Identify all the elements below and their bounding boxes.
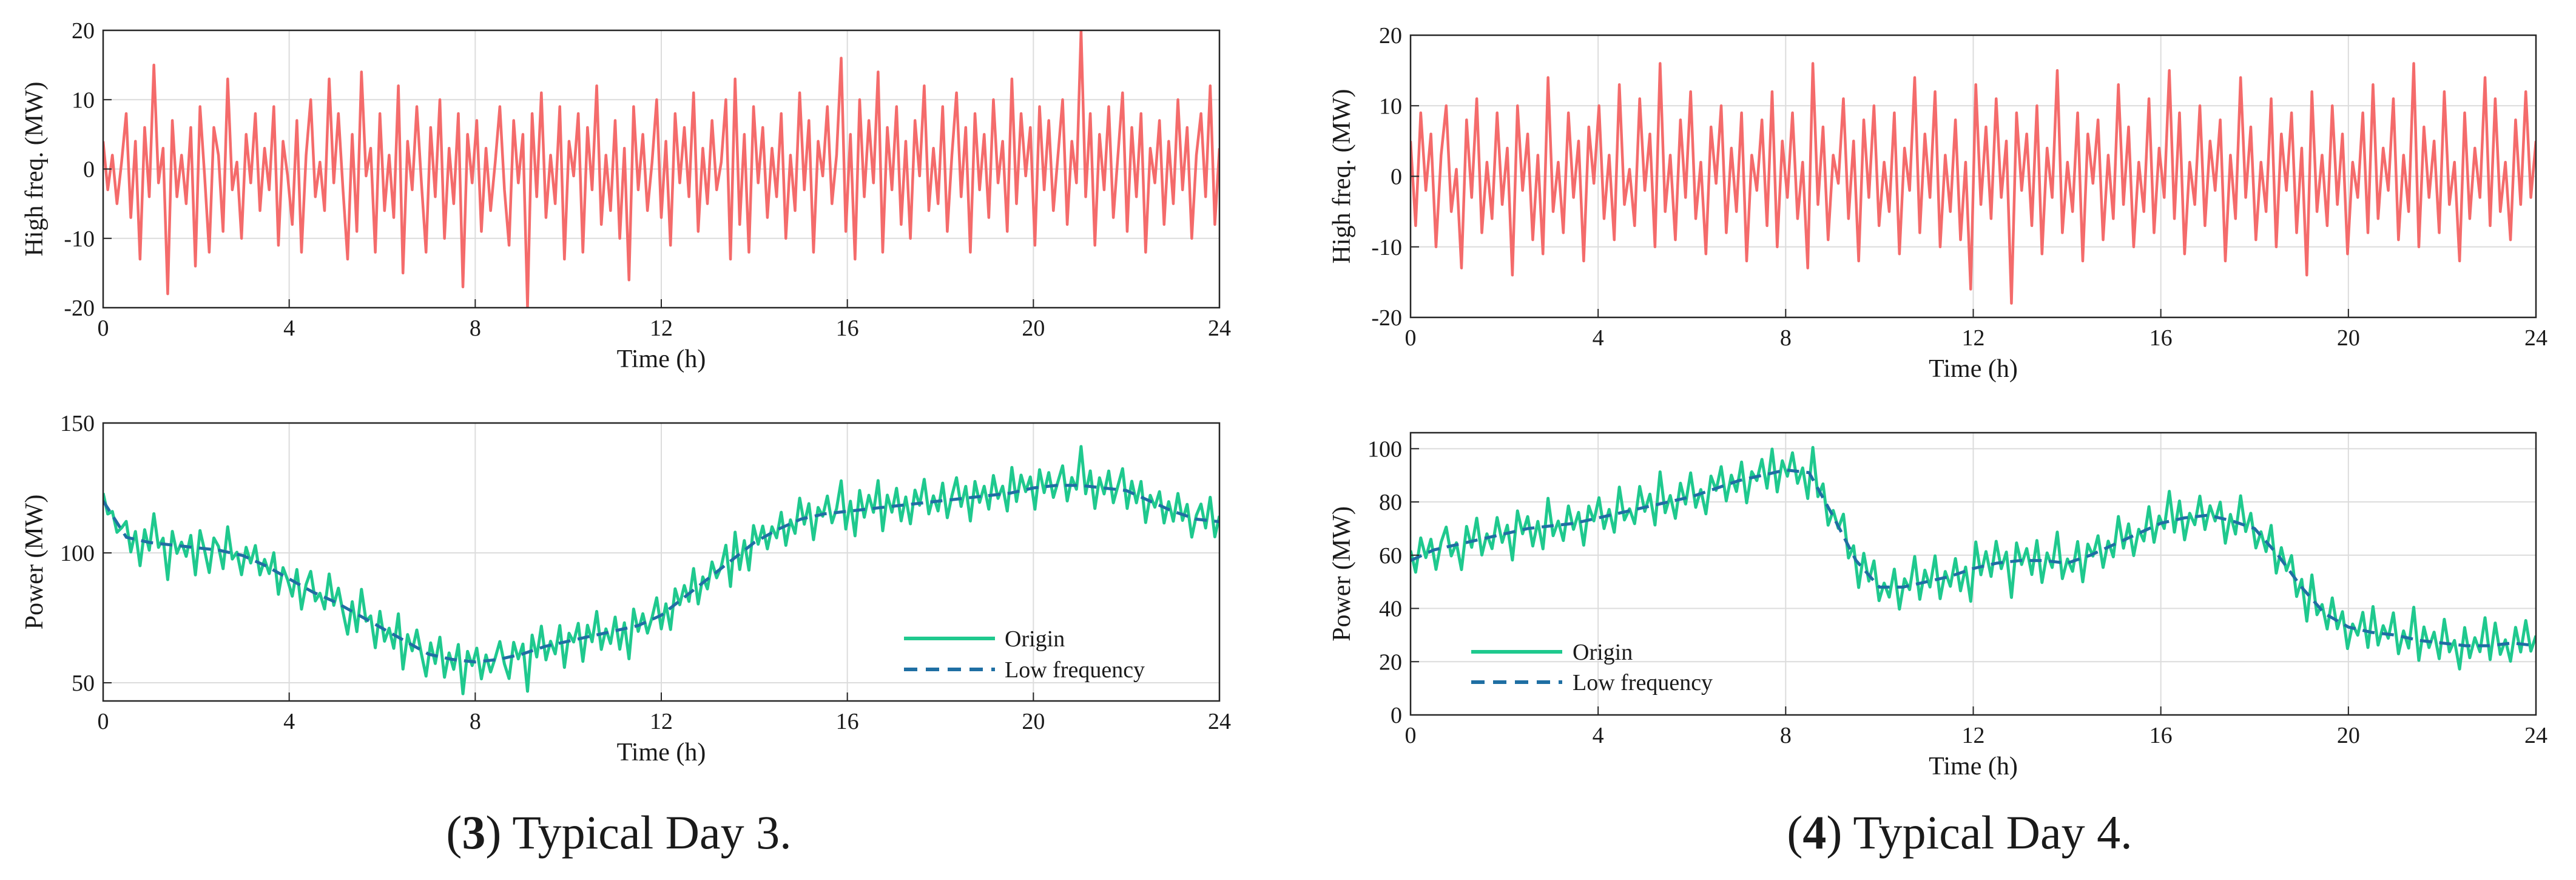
y-axis-label: Power (MW) <box>1328 506 1356 641</box>
y-tick-label: 100 <box>60 541 95 566</box>
x-tick-label: 12 <box>650 316 673 341</box>
y-tick-label: 150 <box>60 411 95 436</box>
x-axis-label: Time (h) <box>617 345 706 373</box>
x-tick-label: 12 <box>1962 723 1985 748</box>
x-tick-label: 16 <box>836 709 859 734</box>
x-tick-label: 8 <box>1780 325 1792 351</box>
y-tick-label: -10 <box>64 226 95 252</box>
y-tick-label: 0 <box>1391 164 1402 190</box>
low-frequency-line <box>1411 468 2536 648</box>
y-tick-label: 10 <box>1379 93 1402 119</box>
x-tick-label: 4 <box>283 709 295 734</box>
day4-high-frequency-chart: 0 4 8 12 16 20 24 -20 -10 0 10 20 Time (h) High freq.… <box>1328 23 2547 383</box>
caption-day4: (4) Typical Day 4. <box>1787 806 2132 859</box>
x-tick-label: 24 <box>2524 723 2547 748</box>
x-axis-label: Time (h) <box>1929 753 2018 780</box>
x-tick-label: 0 <box>1405 325 1417 351</box>
y-tick-label: 50 <box>72 671 95 696</box>
origin-line <box>1411 445 2536 671</box>
y-tick-label: -20 <box>64 296 95 321</box>
caption-day3-text: Typical Day 3. <box>501 806 791 859</box>
x-tick-label: 16 <box>2149 325 2173 351</box>
x-tick-label: 20 <box>2337 325 2360 351</box>
x-tick-label: 4 <box>1593 325 1604 351</box>
x-tick-label: 12 <box>1962 325 1985 351</box>
x-tick-label: 8 <box>470 316 481 341</box>
x-tick-label: 0 <box>98 316 109 341</box>
x-axis-label: Time (h) <box>1929 355 2018 383</box>
legend-low-frequency-label: Low frequency <box>1005 657 1145 683</box>
x-tick-label: 24 <box>1208 316 1231 341</box>
caption-day3-number: 3 <box>462 806 485 859</box>
x-tick-label: 20 <box>2337 723 2360 748</box>
caption-day4-number: 4 <box>1802 806 1826 859</box>
y-tick-label: 40 <box>1379 597 1402 622</box>
y-tick-label: 0 <box>1391 703 1402 728</box>
x-tick-label: 16 <box>2149 723 2173 748</box>
legend-low-frequency-label: Low frequency <box>1573 670 1713 696</box>
caption-day4-text: Typical Day 4. <box>1842 806 2132 859</box>
day3-high-frequency-chart: 0 4 8 12 16 20 24 -20 -10 0 10 20 Time (h) High freq.… <box>21 18 1231 373</box>
low-frequency-line <box>103 484 1219 664</box>
y-axis-label: High freq. (MW) <box>1328 89 1356 263</box>
y-tick-label: 100 <box>1367 436 1402 462</box>
day3-legend: Origin Low frequency <box>904 626 1145 683</box>
day3-power-chart: 0 4 8 12 16 20 24 50 100 150 Time (h) Power (MW) <box>21 411 1231 767</box>
y-axis-label: High freq. (MW) <box>21 81 49 256</box>
x-tick-label: 8 <box>1780 723 1792 748</box>
origin-line <box>103 445 1219 696</box>
y-tick-label: 60 <box>1379 543 1402 569</box>
x-tick-label: 0 <box>98 709 109 734</box>
x-tick-label: 12 <box>650 709 673 734</box>
high-frequency-line <box>103 30 1219 308</box>
y-axis-label: Power (MW) <box>21 495 49 630</box>
x-tick-label: 0 <box>1405 723 1417 748</box>
y-tick-label: -20 <box>1371 305 1402 331</box>
y-tick-label: 80 <box>1379 490 1402 515</box>
y-tick-label: 0 <box>83 157 95 183</box>
x-axis-label: Time (h) <box>617 739 706 767</box>
x-tick-label: 24 <box>1208 709 1231 734</box>
y-tick-label: 10 <box>72 87 95 113</box>
y-tick-label: 20 <box>1379 649 1402 675</box>
y-tick-label: -10 <box>1371 235 1402 260</box>
day4-power-chart: 0 4 8 12 16 20 24 0 20 40 60 80 100 Time (h) Power (MW… <box>1328 432 2547 780</box>
legend-origin-label: Origin <box>1573 640 1633 665</box>
y-tick-label: 20 <box>72 18 95 44</box>
caption-day3: (3) Typical Day 3. <box>446 806 791 859</box>
x-tick-label: 24 <box>2524 325 2547 351</box>
x-tick-label: 20 <box>1022 709 1045 734</box>
y-tick-label: 20 <box>1379 23 1402 49</box>
x-tick-label: 4 <box>283 316 295 341</box>
day4-legend: Origin Low frequency <box>1471 640 1713 696</box>
x-tick-label: 8 <box>470 709 481 734</box>
x-tick-label: 20 <box>1022 316 1045 341</box>
high-frequency-line <box>1411 62 2536 305</box>
x-tick-label: 16 <box>836 316 859 341</box>
x-tick-label: 4 <box>1593 723 1604 748</box>
legend-origin-label: Origin <box>1005 626 1065 652</box>
